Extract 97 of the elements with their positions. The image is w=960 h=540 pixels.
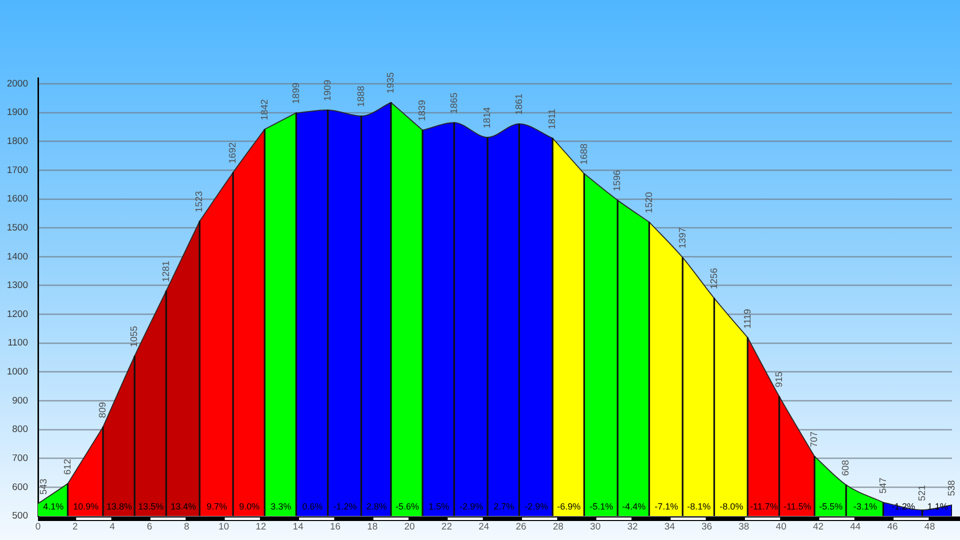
data-label: 612 bbox=[62, 458, 74, 475]
x-tick-label: 40 bbox=[776, 521, 786, 532]
y-tick-label: 500 bbox=[12, 510, 28, 522]
y-tick-label: 700 bbox=[12, 452, 28, 464]
annotation: -5.5% bbox=[819, 501, 843, 512]
x-tick-label: 36 bbox=[701, 521, 712, 532]
y-tick-label: 800 bbox=[12, 424, 28, 436]
data-label: 521 bbox=[916, 485, 928, 501]
annotation: -11.5% bbox=[783, 501, 812, 512]
x-tick-label: 6 bbox=[146, 521, 152, 532]
annotation: -4.4% bbox=[622, 501, 646, 512]
annotation: 4.1% bbox=[43, 501, 64, 512]
data-label: 1596 bbox=[612, 170, 624, 192]
data-label: 1814 bbox=[482, 107, 494, 128]
annotation: -8.1% bbox=[687, 501, 711, 512]
x-tick-label: 42 bbox=[812, 521, 824, 532]
y-tick-label: 1800 bbox=[6, 136, 28, 148]
annotation: 9.0% bbox=[239, 501, 260, 512]
x-tick-label: 10 bbox=[218, 521, 230, 532]
x-tick-label: 24 bbox=[478, 521, 490, 532]
annotation: 13.5% bbox=[138, 501, 164, 512]
annotation: 13.4% bbox=[170, 501, 196, 512]
y-tick-label: 1900 bbox=[6, 107, 28, 118]
x-tick-label: 8 bbox=[184, 521, 190, 532]
annotation: -11.7% bbox=[750, 501, 778, 512]
data-label: 1909 bbox=[322, 80, 334, 101]
data-label: 1865 bbox=[448, 92, 460, 114]
data-label: 1842 bbox=[259, 99, 270, 120]
y-tick-label: 1200 bbox=[6, 308, 28, 320]
data-label: 608 bbox=[840, 460, 852, 476]
y-tick-label: 1400 bbox=[6, 251, 28, 262]
annotation: 1.5% bbox=[428, 501, 450, 512]
annotation: -2.9% bbox=[460, 501, 484, 512]
annotation: -1.2% bbox=[333, 501, 357, 512]
y-tick-label: 900 bbox=[12, 395, 28, 406]
data-label: 538 bbox=[946, 480, 958, 496]
y-tick-label: 600 bbox=[12, 482, 28, 493]
annotation: 0.6% bbox=[302, 501, 323, 512]
data-label: 707 bbox=[809, 431, 820, 448]
y-tick-label: 1700 bbox=[6, 164, 28, 176]
y-tick-label: 1000 bbox=[6, 366, 28, 378]
data-label: 1523 bbox=[194, 191, 206, 212]
annotation: -5.1% bbox=[590, 501, 614, 512]
x-tick-label: 48 bbox=[924, 521, 935, 532]
data-label: 1119 bbox=[742, 308, 754, 329]
data-label: 1256 bbox=[708, 268, 720, 290]
data-label: 1397 bbox=[677, 227, 688, 249]
y-tick-label: 1600 bbox=[6, 194, 28, 205]
x-tick-label: 28 bbox=[552, 521, 564, 532]
x-tick-label: 16 bbox=[330, 521, 341, 532]
x-tick-label: 18 bbox=[367, 521, 378, 532]
y-tick-label: 1300 bbox=[6, 280, 28, 292]
annotation: 9.7% bbox=[206, 501, 228, 512]
annotation: -1.2% bbox=[892, 501, 916, 512]
data-label: 1055 bbox=[129, 326, 140, 348]
annotation: 3.3% bbox=[270, 501, 292, 512]
x-tick-label: 4 bbox=[110, 521, 115, 532]
data-label: 1692 bbox=[228, 142, 239, 164]
data-label: 1899 bbox=[290, 82, 302, 104]
annotation: 2.7% bbox=[494, 501, 514, 512]
annotation: -7.1% bbox=[654, 501, 678, 512]
annotation: -8.0% bbox=[720, 501, 744, 512]
annotation: 13.8% bbox=[106, 501, 132, 512]
y-tick-label: 2000 bbox=[6, 78, 28, 90]
x-tick-label: 12 bbox=[256, 521, 266, 532]
annotation: 10.9% bbox=[73, 501, 99, 512]
annotation: 2.8% bbox=[366, 501, 387, 512]
data-label: 1811 bbox=[547, 108, 558, 130]
data-label: 1888 bbox=[356, 86, 367, 108]
x-tick-label: 20 bbox=[404, 521, 415, 532]
data-label: 809 bbox=[98, 402, 109, 418]
x-tick-label: 34 bbox=[664, 521, 675, 532]
x-tick-label: 26 bbox=[516, 521, 526, 532]
data-label: 1520 bbox=[644, 192, 655, 214]
x-tick-label: 44 bbox=[850, 521, 861, 532]
x-tick-label: 0 bbox=[35, 521, 41, 532]
data-label: 1861 bbox=[514, 94, 525, 115]
x-tick-label: 38 bbox=[738, 521, 750, 532]
x-tick-label: 22 bbox=[441, 521, 452, 532]
data-label: 1688 bbox=[578, 144, 590, 165]
data-label: 543 bbox=[38, 478, 50, 495]
annotation: -3.1% bbox=[853, 501, 877, 512]
data-label: 547 bbox=[878, 478, 889, 494]
y-tick-label: 1100 bbox=[8, 338, 28, 349]
x-tick-label: 32 bbox=[627, 521, 638, 532]
data-label: 1281 bbox=[160, 260, 172, 282]
annotation: -2.9% bbox=[524, 501, 548, 512]
x-tick-label: 46 bbox=[887, 521, 898, 532]
x-tick-label: 14 bbox=[292, 521, 304, 532]
annotation: -6.9% bbox=[557, 501, 581, 512]
x-tick-label: 2 bbox=[72, 521, 78, 532]
data-label: 915 bbox=[774, 372, 785, 388]
annotation: -5.6% bbox=[396, 501, 420, 512]
y-tick-label: 1500 bbox=[6, 222, 28, 234]
data-label: 1935 bbox=[386, 72, 397, 94]
x-tick-label: 30 bbox=[590, 521, 601, 532]
data-label: 1839 bbox=[417, 100, 428, 122]
